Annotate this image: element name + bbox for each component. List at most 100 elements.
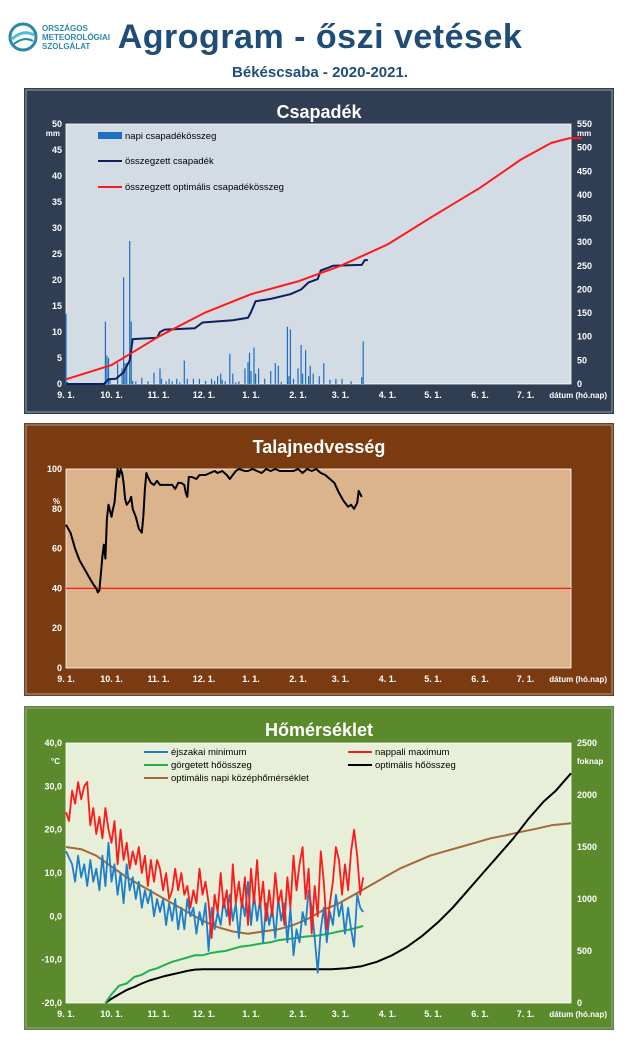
y2-tick-label: 2000 bbox=[577, 790, 597, 800]
y-axis-unit: % bbox=[53, 497, 60, 506]
precip-bar bbox=[66, 381, 69, 384]
x-tick-label: 11. 1. bbox=[147, 1009, 169, 1019]
optimal-precip-line bbox=[65, 137, 582, 381]
precip-bar bbox=[302, 373, 304, 384]
tmax-line bbox=[65, 781, 365, 939]
precip-bar bbox=[217, 376, 219, 384]
precip-bar bbox=[117, 363, 119, 384]
y2-tick-label: 450 bbox=[577, 166, 592, 176]
precip-bar bbox=[297, 368, 299, 384]
optimal-gdd-line bbox=[104, 772, 572, 1004]
y2-axis-unit: mm bbox=[577, 129, 591, 138]
x-tick-label: 12. 1. bbox=[193, 674, 216, 684]
precip-bar bbox=[235, 382, 237, 384]
precip-bar bbox=[153, 372, 155, 384]
precip-bar bbox=[244, 368, 246, 384]
precip-bar bbox=[264, 378, 266, 384]
x-tick-label: 9. 1. bbox=[57, 674, 75, 684]
legend-cumulative-precip: összegzett csapadék bbox=[125, 156, 214, 167]
legend-optimal-mean: optimális napi középhőmérséklet bbox=[171, 773, 309, 784]
y2-tick-label: 250 bbox=[577, 261, 592, 271]
x-tick-label: 2. 1. bbox=[289, 674, 307, 684]
precip-bar bbox=[258, 368, 260, 384]
precip-bar bbox=[106, 355, 108, 384]
precip-bar bbox=[65, 313, 67, 384]
y2-tick-label: 100 bbox=[577, 332, 592, 342]
precip-bar bbox=[247, 362, 249, 384]
precip-bar bbox=[168, 378, 170, 384]
cumulative-precip-line bbox=[66, 259, 368, 385]
x-tick-label: 12. 1. bbox=[193, 1009, 216, 1019]
y-tick-label: 0 bbox=[57, 663, 62, 673]
gdd-line bbox=[104, 924, 364, 1004]
y-axis-unit: mm bbox=[46, 129, 60, 138]
y2-tick-label: 1000 bbox=[577, 894, 597, 904]
precip-bar bbox=[198, 378, 201, 384]
temperature-chart: Hőmérséklet -20,0 -10,0 0,0 10,0 20,0 30,0 40,0… bbox=[24, 706, 614, 1030]
x-tick-label: 3. 1. bbox=[332, 674, 350, 684]
y-tick-label: 50 bbox=[52, 119, 62, 129]
y-tick-label: 100 bbox=[47, 464, 62, 474]
precip-bar bbox=[159, 368, 161, 384]
x-tick-label: 9. 1. bbox=[57, 390, 75, 400]
precip-bar bbox=[335, 378, 337, 384]
precip-bar bbox=[329, 379, 331, 384]
precip-bar bbox=[274, 363, 276, 384]
precip-bar bbox=[255, 373, 257, 384]
page-subtitle: Békéscsaba - 2020-2021. bbox=[232, 64, 408, 81]
y2-tick-label: 1500 bbox=[577, 842, 597, 852]
x-tick-label: 5. 1. bbox=[424, 390, 442, 400]
legend-optimal-precip: összegzett optimális csapadékösszeg bbox=[125, 182, 284, 193]
precip-bar bbox=[292, 378, 295, 384]
y-tick-label: 5 bbox=[57, 353, 62, 363]
precip-bar bbox=[318, 376, 320, 384]
x-axis-label: dátum (hó.nap) bbox=[549, 1010, 607, 1019]
precip-bar bbox=[211, 378, 213, 384]
legend-daily-precip: napi csapadékösszeg bbox=[125, 131, 216, 142]
y-tick-label: -10,0 bbox=[41, 955, 62, 965]
y-tick-label: 20 bbox=[52, 623, 62, 633]
x-tick-label: 10. 1. bbox=[100, 1009, 123, 1019]
y2-axis-unit: foknap bbox=[577, 757, 603, 766]
y2-tick-label: 0 bbox=[577, 379, 582, 389]
precip-bar bbox=[129, 241, 131, 384]
soil-moisture-chart: Talajnedvesség 0 20 40 60 80 100% 9. 1. 10. 1. 11… bbox=[24, 423, 614, 696]
precip-bar bbox=[132, 380, 134, 384]
precip-bar bbox=[124, 363, 126, 384]
legend-tmax: nappali maximum bbox=[375, 747, 450, 758]
x-axis-label: dátum (hó.nap) bbox=[549, 391, 607, 400]
x-tick-label: 10. 1. bbox=[100, 390, 123, 400]
x-tick-label: 5. 1. bbox=[424, 1009, 442, 1019]
panel-border bbox=[25, 89, 613, 413]
precip-bar bbox=[309, 365, 311, 384]
y-tick-label: 30 bbox=[52, 223, 62, 233]
x-tick-label: 6. 1. bbox=[471, 390, 489, 400]
tmin-line bbox=[65, 841, 364, 974]
precip-bar bbox=[221, 379, 223, 384]
y-tick-label: 40 bbox=[52, 583, 62, 593]
x-tick-label: 7. 1. bbox=[517, 674, 535, 684]
y2-tick-label: 500 bbox=[577, 143, 592, 153]
chart-title: Csapadék bbox=[276, 102, 362, 122]
precip-bar bbox=[220, 373, 222, 384]
y-tick-label: 80 bbox=[52, 504, 62, 514]
omsz-logo-icon bbox=[8, 22, 38, 52]
precip-bar bbox=[250, 371, 252, 384]
precip-bar bbox=[183, 360, 185, 384]
x-tick-label: 1. 1. bbox=[242, 674, 260, 684]
y2-tick-label: 50 bbox=[577, 355, 587, 365]
logo-line-3: SZOLGÁLAT bbox=[42, 42, 91, 51]
precip-bar bbox=[204, 380, 207, 384]
precip-bar bbox=[312, 373, 314, 384]
y-tick-label: 35 bbox=[52, 197, 62, 207]
y-tick-label: 20 bbox=[52, 275, 62, 285]
soil-moisture-line bbox=[65, 468, 363, 594]
precip-bar bbox=[186, 378, 188, 384]
optimal-mean-line bbox=[65, 822, 572, 935]
y2-tick-label: 2500 bbox=[577, 738, 597, 748]
y-axis-unit: °C bbox=[51, 757, 60, 766]
x-tick-label: 4. 1. bbox=[379, 390, 397, 400]
precip-bar bbox=[109, 378, 111, 384]
precip-bar bbox=[141, 377, 143, 384]
chart-title: Hőmérséklet bbox=[265, 720, 373, 740]
